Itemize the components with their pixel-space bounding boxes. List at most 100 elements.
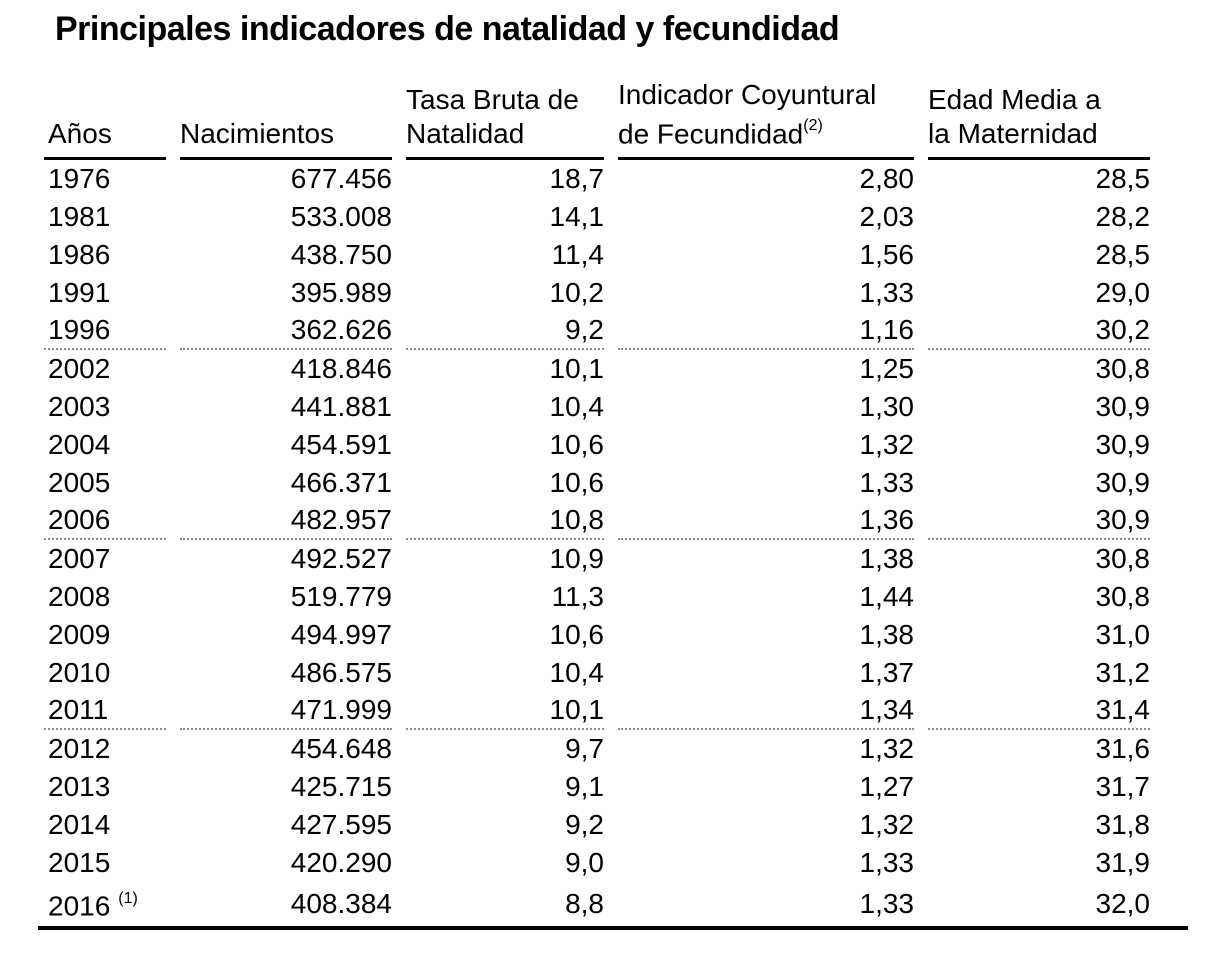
cell-indicador-coyuntural-fecundidad: 2,80 xyxy=(859,163,915,195)
cell-tasa-bruta-natalidad: 10,8 xyxy=(406,502,604,541)
year-label: 2002 xyxy=(48,353,111,385)
cell-edad-media-maternidad: 31,0 xyxy=(1095,619,1151,651)
cell-edad-media-maternidad: 31,2 xyxy=(1095,657,1151,689)
cell-indicador-coyuntural-fecundidad: 1,25 xyxy=(859,353,915,385)
cell-year: 1981 xyxy=(44,198,166,236)
cell-nacimientos: 420.290 xyxy=(290,847,392,879)
cell-nacimientos: 533.008 xyxy=(290,201,392,233)
header-line: Años xyxy=(48,118,112,150)
year-label: 2016 xyxy=(48,890,111,922)
table-row: 2015 420.290 9,0 1,33 31,9 xyxy=(44,844,1150,882)
cell-edad-media-maternidad: 31,7 xyxy=(1095,771,1151,803)
table-row: 1976 677.456 18,7 2,80 28,5 xyxy=(44,160,1150,198)
cell-year: 2016 (1) xyxy=(44,882,166,925)
column-header-tasa-bruta-natalidad: Tasa Bruta de Natalidad xyxy=(406,72,604,161)
cell-year: 2009 xyxy=(44,616,166,654)
table-row: 2014 427.595 9,2 1,32 31,8 xyxy=(44,806,1150,844)
cell-year: 2011 xyxy=(44,692,166,731)
table-row: 2005 466.371 10,6 1,33 30,9 xyxy=(44,464,1150,502)
year-label: 1996 xyxy=(48,314,111,346)
cell-year: 2013 xyxy=(44,768,166,806)
cell-tasa-bruta-natalidad: 18,7 xyxy=(549,163,605,195)
cell-edad-media-maternidad: 30,8 xyxy=(1095,581,1151,613)
footnote-marker-1: (1) xyxy=(118,890,138,908)
cell-edad-media-maternidad: 30,9 xyxy=(1095,391,1151,423)
cell-nacimientos: 466.371 xyxy=(290,467,392,499)
header-line: Nacimientos xyxy=(180,118,335,150)
cell-edad-media-maternidad: 32,0 xyxy=(1095,887,1151,919)
cell-year: 2014 xyxy=(44,806,166,844)
table-rows: 1976 677.456 18,7 2,80 28,5 1981 533.008 14,1 2,… xyxy=(44,160,1150,925)
cell-year: 1976 xyxy=(44,160,166,198)
cell-indicador-coyuntural-fecundidad: 1,32 xyxy=(859,809,915,841)
header-line: Indicador Coyuntural xyxy=(618,79,877,110)
cell-year: 2008 xyxy=(44,578,166,616)
cell-indicador-coyuntural-fecundidad: 1,38 xyxy=(859,543,915,575)
table-row: 2004 454.591 10,6 1,32 30,9 xyxy=(44,426,1150,464)
cell-tasa-bruta-natalidad: 14,1 xyxy=(549,201,605,233)
table-row: 2003 441.881 10,4 1,30 30,9 xyxy=(44,388,1150,426)
cell-nacimientos: 427.595 xyxy=(290,809,392,841)
cell-indicador-coyuntural-fecundidad: 1,56 xyxy=(859,239,915,271)
table-row: 2016 (1) 408.384 8,8 1,33 32,0 xyxy=(44,882,1150,925)
cell-tasa-bruta-natalidad: 10,4 xyxy=(549,657,605,689)
indicators-table-wrap: Años Nacimientos Tasa Bruta de Natalidad… xyxy=(30,72,1188,930)
cell-tasa-bruta-natalidad: 9,2 xyxy=(406,312,604,351)
cell-edad-media-maternidad: 28,2 xyxy=(1095,201,1151,233)
cell-nacimientos: 454.591 xyxy=(290,429,392,461)
cell-nacimientos: 454.648 xyxy=(290,733,392,765)
cell-nacimientos: 482.957 xyxy=(180,502,392,541)
table-row: 2012 454.648 9,7 1,32 31,6 xyxy=(44,730,1150,768)
cell-indicador-coyuntural-fecundidad: 1,16 xyxy=(618,312,914,351)
cell-indicador-coyuntural-fecundidad: 1,27 xyxy=(859,771,915,803)
cell-edad-media-maternidad: 30,9 xyxy=(1095,429,1151,461)
indicators-table: Años Nacimientos Tasa Bruta de Natalidad… xyxy=(30,72,1164,926)
header-line: Tasa Bruta de xyxy=(406,84,579,116)
cell-indicador-coyuntural-fecundidad: 1,32 xyxy=(859,429,915,461)
page-title: Principales indicadores de natalidad y f… xyxy=(55,10,840,48)
cell-nacimientos: 362.626 xyxy=(180,312,392,351)
cell-indicador-coyuntural-fecundidad: 1,38 xyxy=(859,619,915,651)
year-label: 2012 xyxy=(48,733,111,765)
cell-nacimientos: 441.881 xyxy=(290,391,392,423)
cell-indicador-coyuntural-fecundidad: 1,36 xyxy=(618,502,914,541)
cell-nacimientos: 494.997 xyxy=(290,619,392,651)
cell-tasa-bruta-natalidad: 11,3 xyxy=(551,581,604,613)
year-label: 2013 xyxy=(48,771,111,803)
year-label: 1991 xyxy=(48,277,111,309)
cell-edad-media-maternidad: 28,5 xyxy=(1095,239,1151,271)
table-bottom-rule xyxy=(38,925,1188,930)
cell-edad-media-maternidad: 29,0 xyxy=(1095,277,1151,309)
cell-tasa-bruta-natalidad: 10,1 xyxy=(549,353,605,385)
table-row: 2010 486.575 10,4 1,37 31,2 xyxy=(44,654,1150,692)
footnote-marker-2: (2) xyxy=(803,117,823,134)
cell-edad-media-maternidad: 30,9 xyxy=(1095,467,1151,499)
table-row: 1991 395.989 10,2 1,33 29,0 xyxy=(44,274,1150,312)
cell-year: 2007 xyxy=(44,540,166,578)
cell-indicador-coyuntural-fecundidad: 1,32 xyxy=(859,733,915,765)
cell-nacimientos: 425.715 xyxy=(290,771,392,803)
header-label: de Fecundidad xyxy=(618,118,804,150)
cell-tasa-bruta-natalidad: 8,8 xyxy=(565,887,604,919)
year-label: 2011 xyxy=(48,694,109,726)
year-label: 1981 xyxy=(48,201,111,233)
cell-edad-media-maternidad: 30,8 xyxy=(1095,543,1151,575)
cell-nacimientos: 418.846 xyxy=(290,353,392,385)
cell-indicador-coyuntural-fecundidad: 1,33 xyxy=(859,277,915,309)
cell-year: 2003 xyxy=(44,388,166,426)
cell-nacimientos: 492.527 xyxy=(290,543,392,575)
table-row: 2009 494.997 10,6 1,38 31,0 xyxy=(44,616,1150,654)
cell-year: 1991 xyxy=(44,274,166,312)
table-row: 1986 438.750 11,4 1,56 28,5 xyxy=(44,236,1150,274)
cell-indicador-coyuntural-fecundidad: 1,37 xyxy=(859,657,915,689)
cell-tasa-bruta-natalidad: 10,6 xyxy=(549,467,605,499)
year-label: 2007 xyxy=(48,543,111,575)
year-label: 2014 xyxy=(48,809,111,841)
header-line: de Fecundidad(2) xyxy=(618,112,914,151)
table-row: 2011 471.999 10,1 1,34 31,4 xyxy=(44,692,1150,731)
year-label: 1976 xyxy=(48,163,111,195)
table-row: 2006 482.957 10,8 1,36 30,9 xyxy=(44,502,1150,541)
cell-tasa-bruta-natalidad: 10,2 xyxy=(549,277,605,309)
cell-year: 2002 xyxy=(44,350,166,388)
